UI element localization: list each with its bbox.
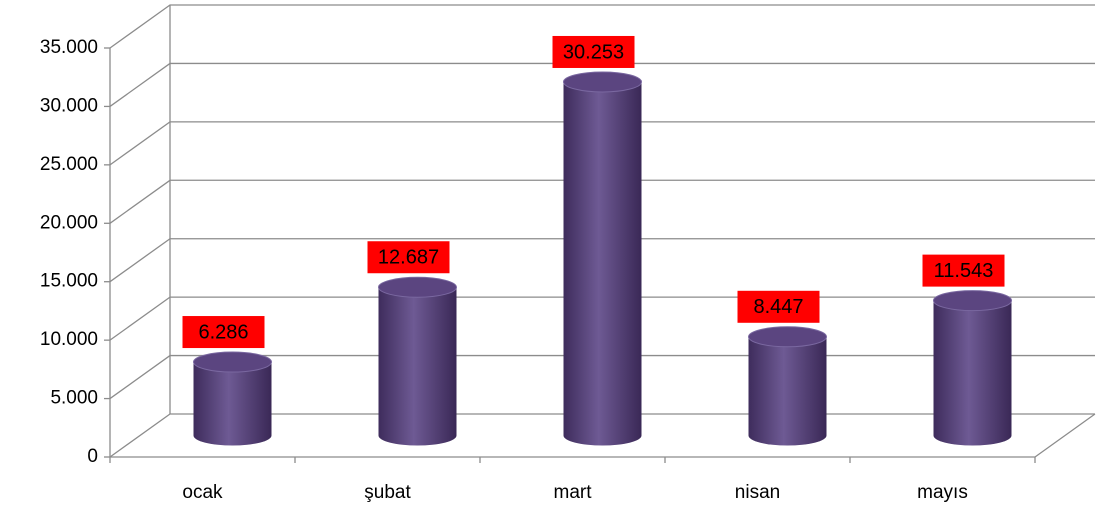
grid-line: [109, 4, 1095, 49]
data-label: 11.543: [922, 254, 1005, 287]
x-tick-label: mayıs: [917, 482, 968, 503]
x-tick-label: ocak: [182, 482, 223, 503]
data-label: 30.253: [552, 35, 635, 68]
y-tick-label: 15.000: [40, 271, 98, 292]
bar: [748, 336, 827, 446]
data-label-box: [182, 316, 265, 349]
bar-top: [193, 351, 272, 373]
data-label-box: [367, 241, 450, 274]
left-wall-edge: [109, 5, 171, 457]
y-tick-label: 0: [87, 446, 98, 467]
data-label: 12.687: [367, 241, 450, 274]
x-tick-label: şubat: [364, 482, 411, 503]
grid-line: [109, 62, 1095, 107]
data-label-box: [552, 35, 635, 68]
bar-top: [378, 276, 457, 298]
data-label: 8.447: [737, 290, 820, 323]
x-tick-label: mart: [554, 482, 593, 503]
y-tick-label: 5.000: [50, 388, 98, 409]
bar: [378, 287, 457, 446]
data-label-text: 8.447: [753, 296, 803, 318]
data-label-box: [922, 254, 1005, 287]
grid-line: [109, 121, 1095, 166]
x-tick-label: nisan: [735, 482, 780, 503]
data-label: 6.286: [182, 316, 265, 349]
bar: [563, 81, 642, 446]
y-tick-label: 10.000: [40, 329, 98, 350]
data-label-box: [737, 290, 820, 323]
y-tick-label: 30.000: [40, 95, 98, 116]
bar-top: [933, 290, 1012, 312]
y-tick-label: 25.000: [40, 154, 98, 175]
bar: [193, 362, 272, 446]
data-label-text: 6.286: [198, 321, 248, 343]
grid-line: [109, 238, 1095, 283]
data-label-text: 12.687: [378, 247, 439, 269]
bar: [933, 300, 1012, 446]
bar-top: [563, 71, 642, 93]
data-label-text: 11.543: [934, 260, 994, 282]
y-tick-label: 20.000: [40, 212, 98, 233]
bar-top: [748, 326, 827, 348]
grid-line: [109, 179, 1095, 224]
y-tick-label: 35.000: [40, 37, 98, 58]
data-label-text: 30.253: [563, 41, 624, 63]
